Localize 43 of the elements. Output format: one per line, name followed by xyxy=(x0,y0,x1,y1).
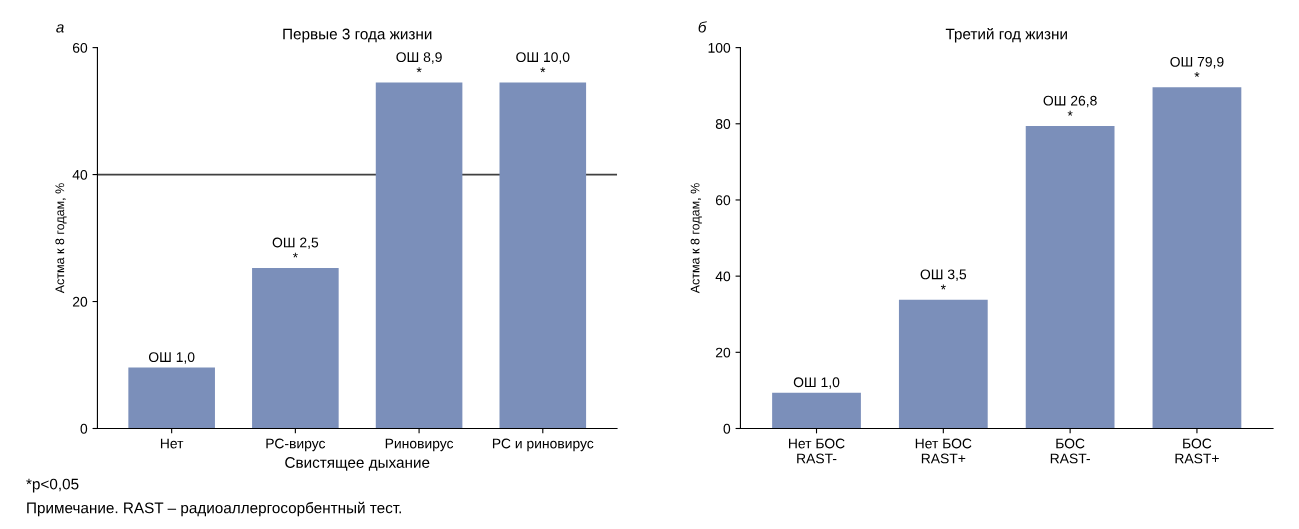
x-tick-label: Нет xyxy=(160,438,184,449)
x-tick-label: БОС RAST+ xyxy=(1175,438,1219,464)
text: а xyxy=(56,24,64,33)
bar xyxy=(772,392,861,429)
y-tick-label: 80 xyxy=(715,119,731,129)
text: *p<0,05 xyxy=(26,478,79,493)
x-tick-label: Нет БОС RAST- xyxy=(789,438,845,464)
chart-title: Первые 3 года жизни xyxy=(283,28,432,43)
text: ОШ 8,9 * xyxy=(396,52,442,73)
text: ОШ 1,0 xyxy=(793,377,840,389)
y-tick-label: 40 xyxy=(715,271,731,282)
y-tick-label: 40 xyxy=(72,169,88,180)
text: ОШ 3,5 * xyxy=(920,269,967,290)
y-tick-label: 20 xyxy=(72,296,88,307)
bar xyxy=(1025,126,1115,429)
y-tick-label: 60 xyxy=(72,42,88,53)
chart-title: Третий год жизни xyxy=(945,27,1067,43)
text: Примечание. RAST – радиоаллергосорбентный тест. xyxy=(27,501,401,517)
text: ОШ 79,9 * xyxy=(1170,56,1224,77)
text: ОШ 10,0 * xyxy=(516,52,570,73)
bar xyxy=(898,299,988,429)
x-tick-label: Риновирус xyxy=(385,438,454,452)
y-axis-title: Астма к 8 годам, % xyxy=(690,183,702,294)
y-tick-label: 20 xyxy=(715,347,731,358)
text: ОШ 1,0 xyxy=(148,352,195,364)
x-axis-title: Свистящее дыхание xyxy=(285,457,430,471)
x-tick-label: РС-вирус xyxy=(266,438,326,452)
x-tick-label: РС и риновирус xyxy=(492,438,594,452)
x-tick-label: БОС RAST- xyxy=(1050,438,1090,464)
bar xyxy=(252,267,339,429)
x-tick-label: Нет БОС RAST+ xyxy=(915,438,972,464)
text: ОШ 26,8 * xyxy=(1043,95,1097,116)
y-tick-label: 0 xyxy=(723,423,731,434)
y-tick-label: 0 xyxy=(80,423,88,434)
y-axis-title: Астма к 8 годам, % xyxy=(55,183,67,294)
bar xyxy=(499,82,587,429)
bar xyxy=(128,367,215,429)
bar xyxy=(1152,87,1242,429)
text: ОШ 2,5 * xyxy=(272,237,319,258)
text: б xyxy=(698,21,707,33)
y-tick-label: 60 xyxy=(715,195,731,206)
bar xyxy=(375,82,463,429)
y-tick-label: 100 xyxy=(708,42,731,53)
